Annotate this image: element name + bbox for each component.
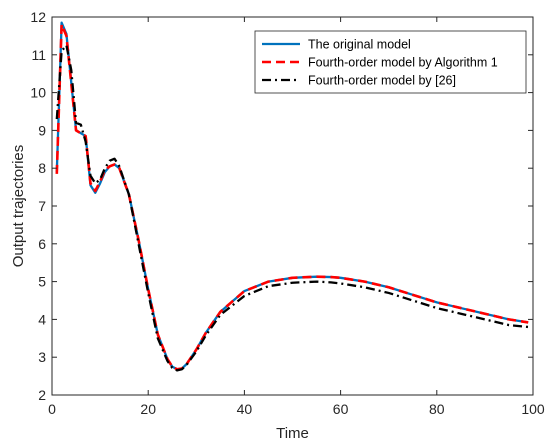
series-line-3	[55, 44, 529, 372]
plot-frame	[51, 16, 534, 396]
legend-label-1: The original model	[308, 38, 411, 52]
legend-label-2: Fourth-order model by Algorithm 1	[308, 56, 498, 70]
y-tick-label: 10	[30, 85, 46, 101]
y-tick-label: 11	[31, 47, 46, 63]
y-tick-label: 2	[38, 387, 46, 403]
y-tick-label: 7	[38, 198, 46, 214]
y-axis-title: Output trajectories	[10, 145, 27, 268]
x-tick-label: 0	[48, 401, 56, 417]
x-axis-title: Time	[276, 425, 309, 442]
x-tick-label: 40	[237, 401, 253, 417]
x-tick-label: 60	[333, 401, 349, 417]
y-tick-label: 8	[38, 160, 46, 176]
y-tick-label: 12	[30, 9, 46, 25]
y-tick-label: 4	[38, 311, 46, 327]
y-tick-label: 5	[38, 274, 46, 290]
series-layer	[55, 21, 529, 372]
legend-label-3: Fourth-order model by [26]	[308, 74, 456, 88]
y-tick-label: 6	[38, 236, 46, 252]
x-tick-label: 100	[521, 401, 545, 417]
legend-box	[254, 30, 527, 94]
legend: The original model Fourth-order model by …	[254, 30, 527, 94]
y-tick-label: 9	[38, 122, 46, 138]
x-tick-label: 80	[429, 401, 445, 417]
x-tick-label: 20	[140, 401, 156, 417]
y-tick-label: 3	[38, 349, 46, 365]
